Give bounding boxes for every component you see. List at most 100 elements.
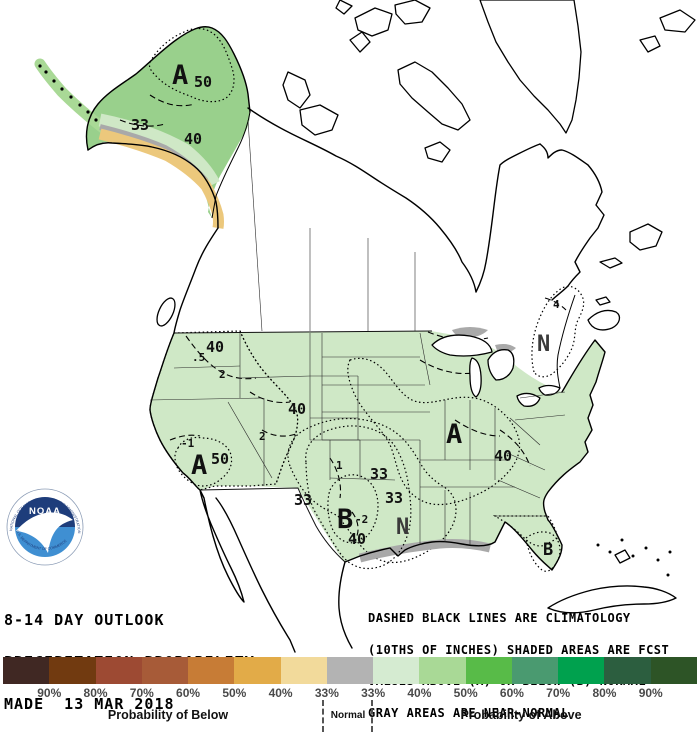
noaa-acronym: NOAA xyxy=(29,506,61,517)
map-label-A: A xyxy=(191,450,207,481)
alaska-canada-border xyxy=(211,111,251,219)
anticosti-island xyxy=(599,257,623,269)
mexico-gulf-coast xyxy=(338,561,353,649)
bc-coastline xyxy=(173,227,219,334)
note-line-2: (10THS OF INCHES) SHADED AREAS ARE FCST xyxy=(368,642,670,657)
legend-cell xyxy=(604,657,651,684)
legend-pct-label: 33% xyxy=(361,686,386,700)
alaska-south-coast xyxy=(87,142,219,229)
region-alaska-above-50 xyxy=(148,27,235,103)
legend-pct-label: 80% xyxy=(592,686,617,700)
nova-scotia xyxy=(587,309,621,331)
noaa-logo: NOAA NATIONAL OCEANIC AND ATMOSPHERIC AD… xyxy=(6,488,84,566)
legend-above-caption: Probability of Above xyxy=(460,708,582,722)
bahamas-islands xyxy=(596,538,672,577)
map-label-33: 33 xyxy=(131,116,149,134)
map-label-40: 40 xyxy=(206,338,224,356)
map-label--1: -1 xyxy=(181,437,195,450)
map-label-2: 2 xyxy=(219,368,226,381)
map-label-40: 40 xyxy=(184,130,202,148)
arctic-fragment-ne2 xyxy=(639,35,661,53)
title-line-outlook: 8-14 DAY OUTLOOK xyxy=(4,611,165,629)
east-coast xyxy=(344,339,606,571)
legend-cell xyxy=(511,657,559,684)
region-midwest-above-40 xyxy=(347,357,521,506)
legend-cell xyxy=(95,657,142,684)
baja-california xyxy=(199,489,245,603)
region-florida-below xyxy=(525,531,561,572)
legend-cell xyxy=(465,657,512,684)
legend-normal-divider-right xyxy=(371,700,373,732)
legend-cell xyxy=(280,657,327,684)
forecast-contour-40-west xyxy=(239,330,299,485)
ungava-labrador-coast xyxy=(539,143,605,301)
map-label-50: 50 xyxy=(194,73,212,91)
legend-cell xyxy=(188,657,235,684)
legend-cell xyxy=(373,657,420,684)
legend-below-caption: Probability of Below xyxy=(107,708,229,722)
map-label-50: 50 xyxy=(211,450,229,468)
coastlines xyxy=(38,0,696,653)
map-label-40: 40 xyxy=(288,400,306,418)
map-label-33: 33 xyxy=(370,465,388,483)
map-label-B: B xyxy=(543,540,553,560)
region-texas-below-40 xyxy=(327,474,379,544)
region-northeast-near-normal xyxy=(531,285,585,378)
legend-cell xyxy=(558,657,605,684)
map-label-33: 33 xyxy=(294,491,312,509)
legend-cell xyxy=(419,657,466,684)
legend-bar xyxy=(3,657,697,684)
vancouver-island xyxy=(156,297,176,327)
legend-pct-label: 60% xyxy=(176,686,201,700)
legend-pct-label: 90% xyxy=(638,686,663,700)
map-label--2: -2 xyxy=(355,513,368,526)
prince-edward-island xyxy=(595,296,611,306)
map-label-2: 2 xyxy=(259,430,266,443)
legend-normal-divider-left xyxy=(322,700,324,732)
map-label-A: A xyxy=(446,419,462,450)
note-line-1: DASHED BLACK LINES ARE CLIMATOLOGY xyxy=(368,611,631,625)
legend-pct-label: 80% xyxy=(83,686,108,700)
legend-pct-label: 50% xyxy=(453,686,478,700)
legend-cell xyxy=(234,657,281,684)
legend-cell xyxy=(141,657,189,684)
newfoundland xyxy=(629,223,663,251)
legend-pct-label: 40% xyxy=(268,686,293,700)
lake-huron xyxy=(487,349,515,381)
map-label-33: 33 xyxy=(385,489,403,507)
map-label-N: N xyxy=(396,515,409,540)
mexico-mainland-west-coast xyxy=(215,497,296,653)
us-mexico-border xyxy=(199,487,346,563)
map-label-40: 40 xyxy=(494,447,512,465)
state-borders xyxy=(149,332,566,545)
noaa-seagull-icon xyxy=(16,512,73,553)
title-line-made: MADE 13 MAR 2018 xyxy=(4,695,175,713)
legend: 90% 80% 70% 60% 50% 40% 33% 33% 40% 50% 60% 70% 80% 9… xyxy=(0,656,700,739)
map-label-1: 1 xyxy=(336,459,343,472)
arctic-islands xyxy=(282,0,471,163)
region-alaska-coast-paleband xyxy=(98,113,220,188)
lake-superior xyxy=(431,334,493,357)
legend-normal-caption: Normal xyxy=(330,710,366,721)
aleutian-islands xyxy=(38,64,98,122)
map-label-B: B xyxy=(337,504,353,535)
map-label-4: 4 xyxy=(553,298,560,311)
legend-cell xyxy=(650,657,697,684)
lake-erie xyxy=(516,392,541,407)
note-line-4: GRAY AREAS ARE NEAR-NORMAL xyxy=(368,705,569,720)
climatology-dashed-lines xyxy=(119,94,567,539)
map-label-A: A xyxy=(172,60,188,91)
cuba-coastline xyxy=(547,585,677,614)
lake-michigan xyxy=(469,357,482,398)
map-label-N: N xyxy=(537,332,550,357)
legend-pct-label: 33% xyxy=(314,686,339,700)
greenland xyxy=(479,0,582,134)
great-lakes xyxy=(431,334,561,407)
region-conus-above-base xyxy=(150,331,605,570)
legend-pct-label: 50% xyxy=(222,686,247,700)
arctic-fragment-ne xyxy=(659,9,696,33)
map-label-40: 40 xyxy=(348,530,366,548)
